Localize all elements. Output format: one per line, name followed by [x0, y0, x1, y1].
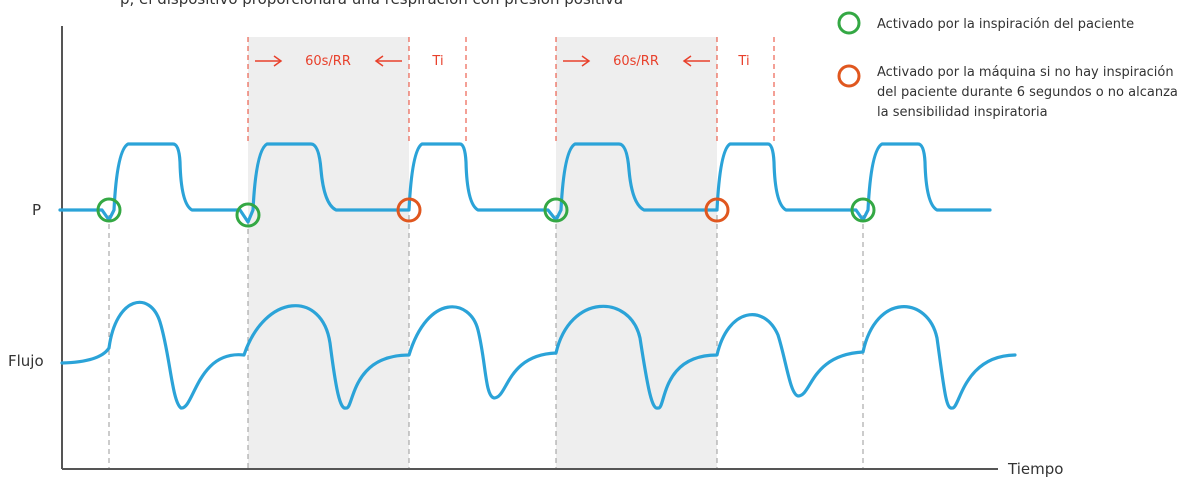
rate-label-1: 60s/RR — [305, 54, 351, 69]
legend: Activado por la inspiración del paciente… — [837, 11, 1178, 120]
time-axis-label: Tiempo — [1007, 460, 1063, 477]
ti-label-1: Ti — [431, 54, 443, 69]
legend-machine-icon — [837, 64, 861, 88]
interval-annotation-2: 60s/RR Ti — [563, 54, 750, 69]
trigger-marker-machine-3 — [396, 197, 422, 223]
ti-label-2: Ti — [737, 54, 749, 69]
shaded-interval-2 — [556, 37, 717, 469]
legend-machine-label-line-3: la sensibilidad inspiratoria — [877, 105, 1048, 120]
interval-annotation-1: 60s/RR Ti — [255, 54, 444, 69]
top-clipped-caption: p, el dispositivo proporcionará una resp… — [120, 0, 623, 8]
trigger-marker-patient-4 — [543, 197, 569, 223]
legend-patient-icon — [837, 11, 861, 35]
breath-start-guides — [108, 215, 864, 469]
pressure-axis-label: P — [32, 201, 41, 219]
flow-waveform — [60, 300, 1017, 410]
arrow-right-head-2 — [581, 55, 591, 67]
pressure-waveform — [58, 142, 992, 224]
legend-patient-label: Activado por la inspiración del paciente — [877, 17, 1134, 32]
arrow-right-head-1 — [273, 55, 283, 67]
flow-axis-label: Flujo — [8, 352, 44, 370]
legend-machine-label-line-2: del paciente durante 6 segundos o no alc… — [877, 85, 1178, 100]
trigger-marker-patient-2 — [235, 202, 261, 228]
trigger-marker-machine-5 — [704, 197, 730, 223]
arrow-left-head-2 — [682, 55, 692, 67]
trigger-marker-patient-1 — [96, 197, 122, 223]
arrow-left-head-1 — [374, 55, 384, 67]
rate-label-2: 60s/RR — [613, 54, 659, 69]
trigger-markers — [96, 197, 876, 228]
legend-machine-label-line-1: Activado por la máquina si no hay inspir… — [877, 65, 1174, 80]
shaded-interval-1 — [248, 37, 409, 469]
trigger-marker-patient-6 — [850, 197, 876, 223]
